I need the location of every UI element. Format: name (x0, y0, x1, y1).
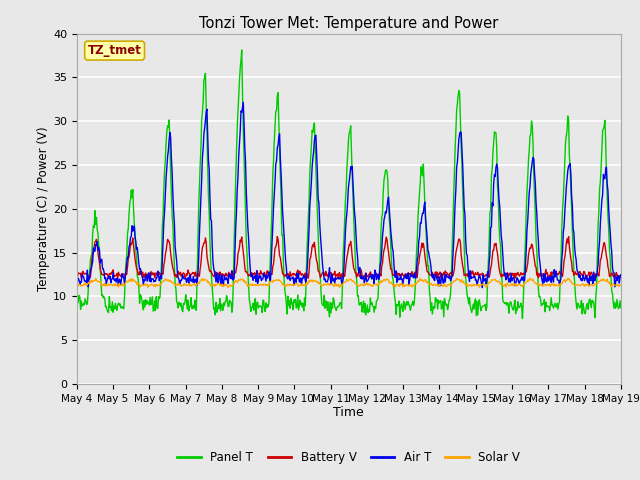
Battery V (77, 276, 85, 282)
Solar V (431, 282, 439, 288)
Y-axis label: Temperature (C) / Power (V): Temperature (C) / Power (V) (37, 127, 50, 291)
Battery V (223, 273, 231, 279)
Air T (479, 285, 486, 290)
Air T (223, 275, 230, 280)
Line: Solar V: Solar V (77, 278, 621, 288)
Line: Air T: Air T (77, 102, 621, 288)
Solar V (139, 282, 147, 288)
Panel T (238, 47, 246, 53)
Solar V (526, 275, 534, 281)
Panel T (518, 316, 526, 322)
Battery V (140, 275, 147, 280)
Panel T (416, 190, 424, 196)
Line: Battery V: Battery V (77, 237, 621, 279)
Solar V (617, 282, 625, 288)
Air T (431, 271, 439, 277)
Air T (139, 276, 147, 281)
Solar V (224, 285, 232, 290)
Solar V (416, 276, 424, 282)
Air T (617, 272, 625, 277)
Panel T (223, 293, 230, 299)
Air T (194, 271, 202, 277)
Panel T (431, 295, 439, 300)
Air T (416, 234, 424, 240)
Text: TZ_tmet: TZ_tmet (88, 44, 141, 57)
Panel T (83, 302, 90, 308)
Air T (83, 280, 90, 286)
Solar V (194, 280, 202, 286)
Solar V (83, 283, 90, 288)
Battery V (73, 271, 81, 277)
Battery V (617, 274, 625, 280)
Panel T (73, 295, 81, 300)
X-axis label: Time: Time (333, 407, 364, 420)
Battery V (195, 272, 202, 277)
Battery V (84, 272, 92, 277)
Battery V (433, 272, 440, 277)
Panel T (617, 305, 625, 311)
Panel T (139, 303, 147, 309)
Solar V (73, 283, 81, 288)
Battery V (273, 234, 281, 240)
Air T (239, 99, 247, 105)
Line: Panel T: Panel T (77, 50, 621, 319)
Panel T (194, 245, 202, 251)
Legend: Panel T, Battery V, Air T, Solar V: Panel T, Battery V, Air T, Solar V (173, 446, 525, 468)
Title: Tonzi Tower Met: Temperature and Power: Tonzi Tower Met: Temperature and Power (199, 16, 499, 31)
Air T (73, 277, 81, 283)
Battery V (417, 250, 424, 255)
Solar V (223, 282, 230, 288)
